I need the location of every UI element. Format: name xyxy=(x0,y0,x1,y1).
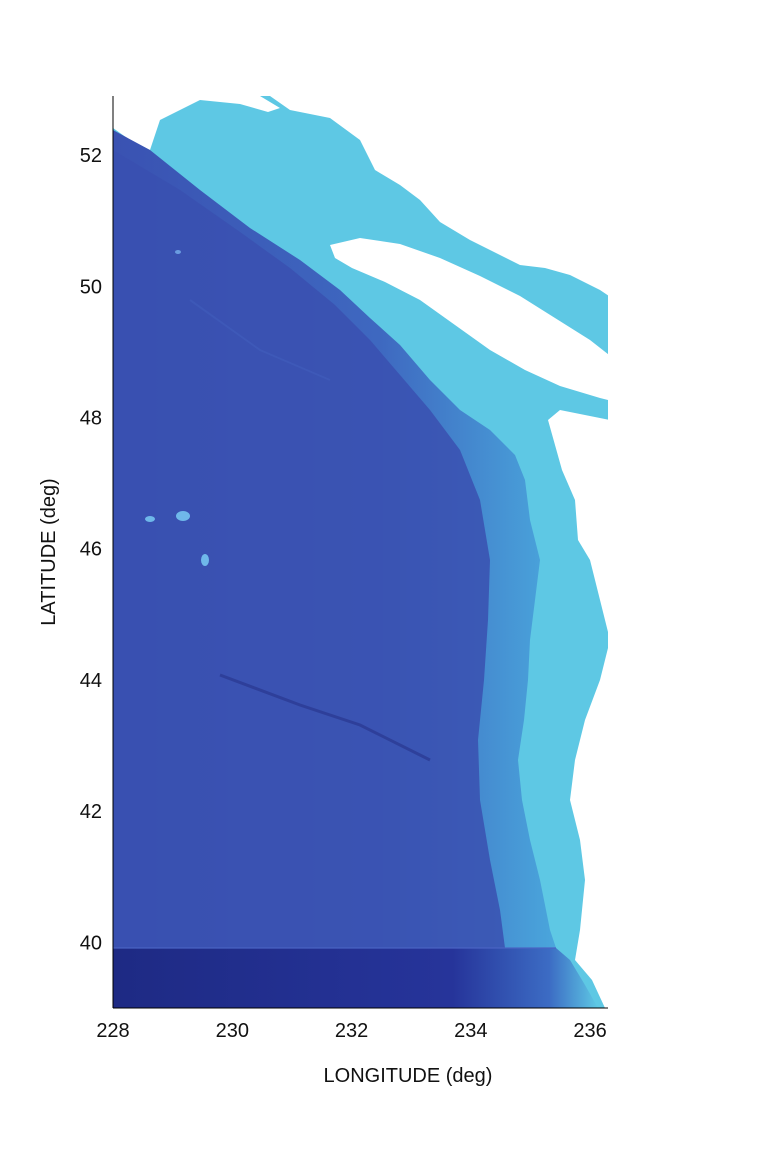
x-tick-label: 234 xyxy=(454,1020,487,1042)
seamount-4 xyxy=(175,250,181,254)
x-axis-title: LONGITUDE (deg) xyxy=(324,1065,493,1087)
x-tick-label: 230 xyxy=(216,1020,249,1042)
x-tick-label: 232 xyxy=(335,1020,368,1042)
y-axis-title: LATITUDE (deg) xyxy=(38,478,60,625)
y-tick-label: 40 xyxy=(80,932,102,954)
y-axis-ticks: 40 42 44 46 48 50 52 xyxy=(80,145,102,954)
map-plot-area xyxy=(113,96,608,1008)
coastal-land-north xyxy=(113,96,280,150)
x-axis-ticks: 228 230 232 234 236 xyxy=(96,1020,606,1042)
seamount-2 xyxy=(145,516,155,522)
y-tick-label: 50 xyxy=(80,276,102,298)
y-tick-label: 46 xyxy=(80,539,102,561)
y-tick-label: 42 xyxy=(80,801,102,823)
y-tick-label: 52 xyxy=(80,145,102,167)
y-tick-label: 44 xyxy=(80,670,102,692)
y-tick-label: 48 xyxy=(80,407,102,429)
x-tick-label: 228 xyxy=(96,1020,129,1042)
seamount-3 xyxy=(201,554,209,566)
seamount-1 xyxy=(176,511,190,521)
x-tick-label: 236 xyxy=(573,1020,606,1042)
vancouver-island xyxy=(330,238,608,400)
southern-deep-region xyxy=(113,948,598,1008)
fracture-zone xyxy=(219,673,431,762)
fracture-zone-2 xyxy=(189,299,331,381)
